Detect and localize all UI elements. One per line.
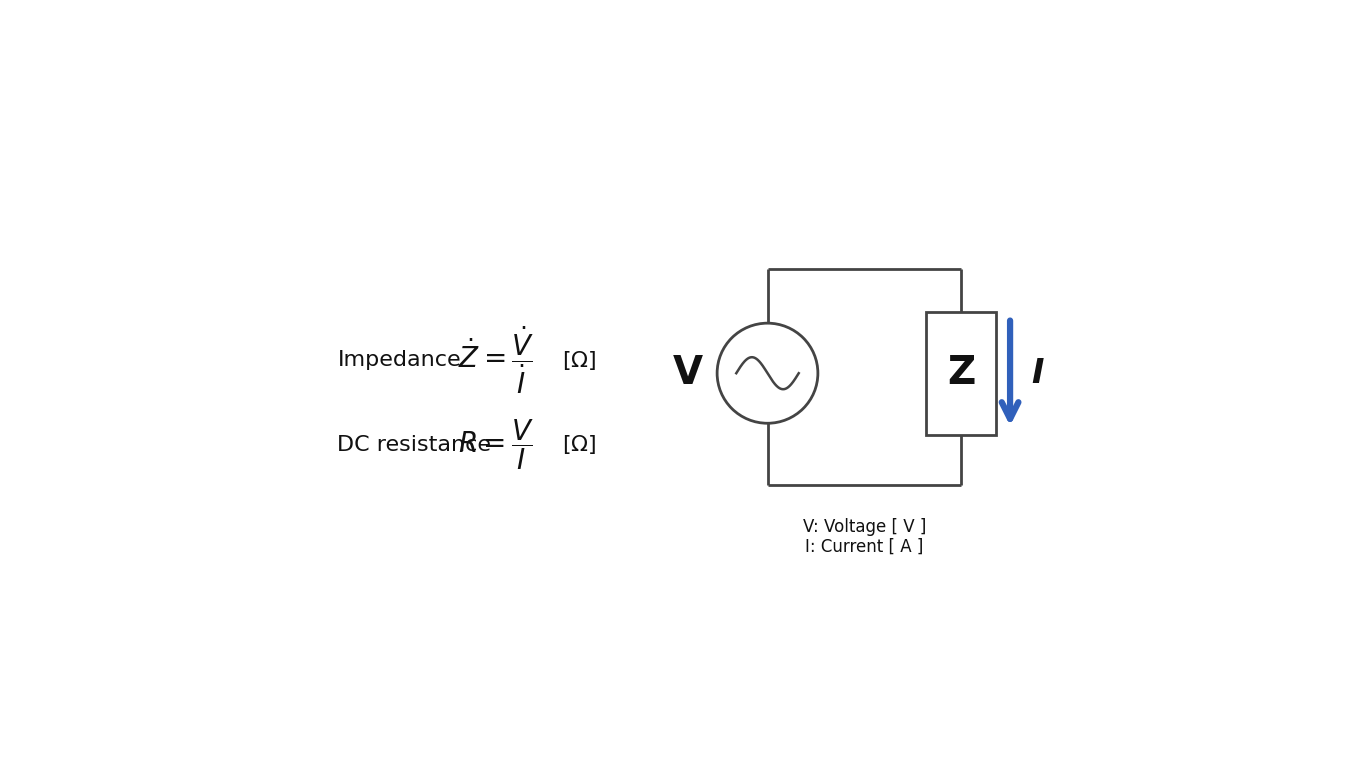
Text: DC resistance: DC resistance <box>337 435 492 455</box>
Text: I: I <box>1031 356 1044 389</box>
Text: Z: Z <box>947 354 975 392</box>
Text: V: V <box>672 354 702 392</box>
Circle shape <box>717 323 818 423</box>
Text: V: Voltage [ V ]: V: Voltage [ V ] <box>803 518 926 536</box>
Text: $[\Omega]$: $[\Omega]$ <box>563 433 597 456</box>
Bar <box>926 312 996 435</box>
Text: $\dot{Z} = \dfrac{\dot{V}}{\dot{I}}$: $\dot{Z} = \dfrac{\dot{V}}{\dot{I}}$ <box>458 324 534 396</box>
Text: I: Current [ A ]: I: Current [ A ] <box>805 538 923 555</box>
Text: Impedance: Impedance <box>337 350 460 370</box>
Text: $[\Omega]$: $[\Omega]$ <box>563 349 597 372</box>
Text: $R = \dfrac{V}{I}$: $R = \dfrac{V}{I}$ <box>458 418 534 472</box>
